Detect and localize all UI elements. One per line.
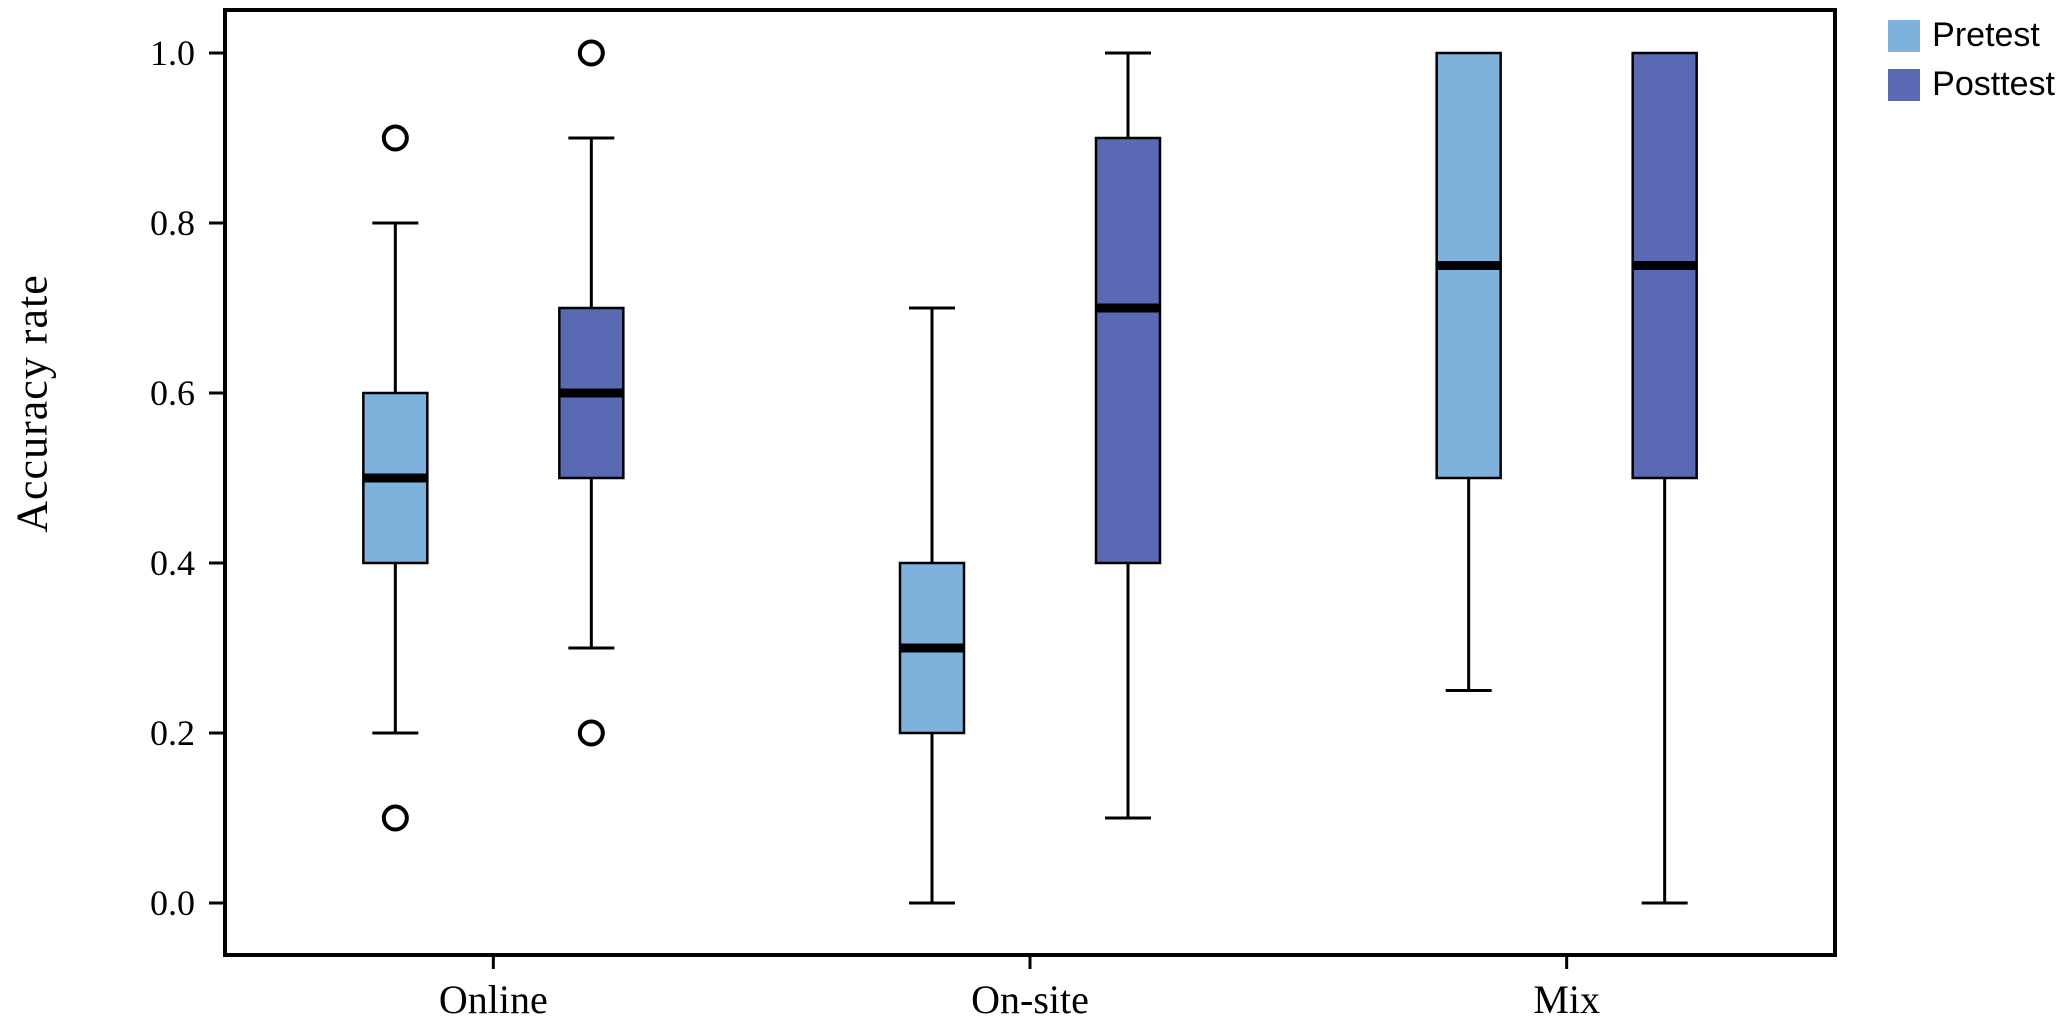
y-tick-label: 0.0 xyxy=(150,883,195,923)
plot-border xyxy=(223,8,1837,957)
outlier-online-pretest-0.9 xyxy=(381,124,409,152)
x-tick-label: Online xyxy=(439,977,548,1022)
y-tick-label: 0.6 xyxy=(150,373,195,413)
y-axis-title: Accuracy rate xyxy=(7,274,57,533)
median-online-posttest xyxy=(559,388,624,398)
outlier-online-posttest-1 xyxy=(577,39,605,67)
legend-label-posttest: Posttest xyxy=(1932,65,2055,103)
legend-item-pretest: Pretest xyxy=(1888,16,2055,55)
legend-item-posttest: Posttest xyxy=(1888,65,2055,104)
y-tick-label: 0.8 xyxy=(150,203,195,243)
pretest-swatch-icon xyxy=(1888,19,1921,52)
legend-label-pretest: Pretest xyxy=(1932,16,2040,54)
y-tick-label: 0.4 xyxy=(150,543,195,583)
median-mix-pretest xyxy=(1436,261,1501,270)
x-tick-label: Mix xyxy=(1533,977,1600,1022)
chart-legend: Pretest Posttest xyxy=(1888,16,2055,104)
x-tick-label: On-site xyxy=(971,977,1089,1022)
posttest-swatch-icon xyxy=(1888,68,1921,101)
outlier-online-pretest-0.1 xyxy=(381,804,409,832)
median-online-pretest xyxy=(363,473,428,483)
median-on-site-posttest xyxy=(1096,303,1160,313)
median-mix-posttest xyxy=(1632,261,1697,270)
median-on-site-pretest xyxy=(900,643,964,653)
outlier-online-posttest-0.2 xyxy=(577,719,605,747)
box-on-site-posttest xyxy=(1094,136,1162,565)
y-tick-label: 1.0 xyxy=(150,33,195,73)
y-tick-label: 0.2 xyxy=(150,713,195,753)
